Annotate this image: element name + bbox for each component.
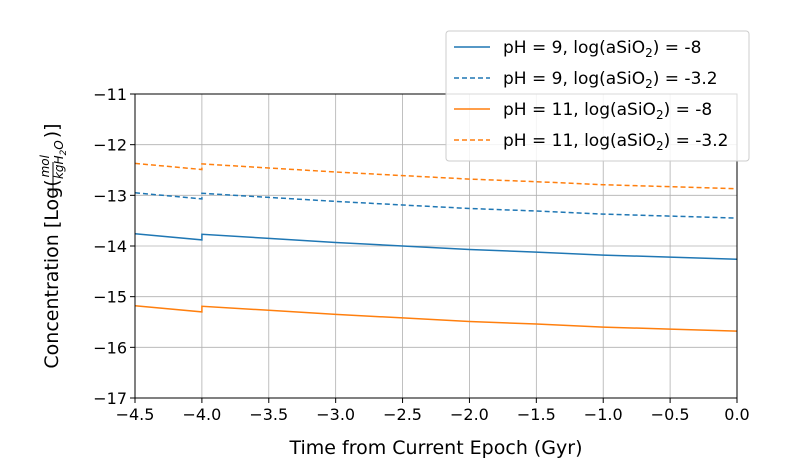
- y-tick-label: −11: [93, 85, 127, 104]
- x-tick-label: −3.0: [316, 405, 355, 424]
- y-axis-label-prefix: Concentration [Log(: [41, 179, 63, 368]
- y-axis-label-fraction-numerator: mol: [38, 154, 52, 177]
- x-tick-label: 0.0: [724, 405, 749, 424]
- y-tick-label: −12: [93, 136, 127, 155]
- x-tick-label: −1.5: [517, 405, 556, 424]
- x-tick-label: −3.5: [249, 405, 288, 424]
- series-line-2: [134, 192, 738, 219]
- y-tick-label: −16: [93, 338, 127, 357]
- x-tick-label: −4.5: [116, 405, 155, 424]
- series-line-4: [134, 162, 738, 190]
- x-tick-label: −4.0: [182, 405, 221, 424]
- y-tick-label: −17: [93, 389, 127, 408]
- legend-label-3: pH = 11, log(aSiO2) = -8: [503, 100, 712, 122]
- x-axis-label: Time from Current Epoch (Gyr): [288, 437, 582, 459]
- x-tick-label: −2.5: [383, 405, 422, 424]
- y-tick-label: −14: [93, 237, 127, 256]
- axis-ticks: −4.5 −4.0 −3.5 −3.0 −2.5 −2.0 −1.5 −1.0 −0.5 0.0 −…: [93, 85, 749, 424]
- y-tick-label: −13: [93, 186, 127, 205]
- x-tick-label: −2.0: [450, 405, 489, 424]
- x-tick-label: −0.5: [651, 405, 690, 424]
- legend-box: [445, 30, 750, 162]
- x-tick-label: −1.0: [584, 405, 623, 424]
- y-axis-label-fraction-denominator-subscript: 2: [59, 149, 69, 155]
- y-axis-label-fraction-denominator-tail: O: [52, 140, 66, 149]
- y-axis-label-suffix: )]: [41, 123, 63, 138]
- series-layer: [134, 162, 738, 332]
- series-line-1: [134, 233, 738, 260]
- series-line-3: [134, 305, 738, 332]
- y-axis-label: Concentration [Log( molkgH2O)]: [38, 123, 69, 368]
- legend: pH = 9, log(aSiO2) = -8 pH = 9, log(aSiO2…: [445, 30, 750, 162]
- legend-label-4: pH = 11, log(aSiO2) = -3.2: [503, 131, 728, 153]
- svg-text:Concentration [Log(molkgH2O)]: Concentration [Log( molkgH2O)]: [38, 123, 69, 368]
- legend-label-1: pH = 9, log(aSiO2) = -8: [503, 38, 701, 60]
- y-axis-label-fraction-denominator: kgH: [52, 155, 66, 179]
- y-tick-label: −15: [93, 288, 127, 307]
- legend-label-2: pH = 9, log(aSiO2) = -3.2: [503, 69, 718, 91]
